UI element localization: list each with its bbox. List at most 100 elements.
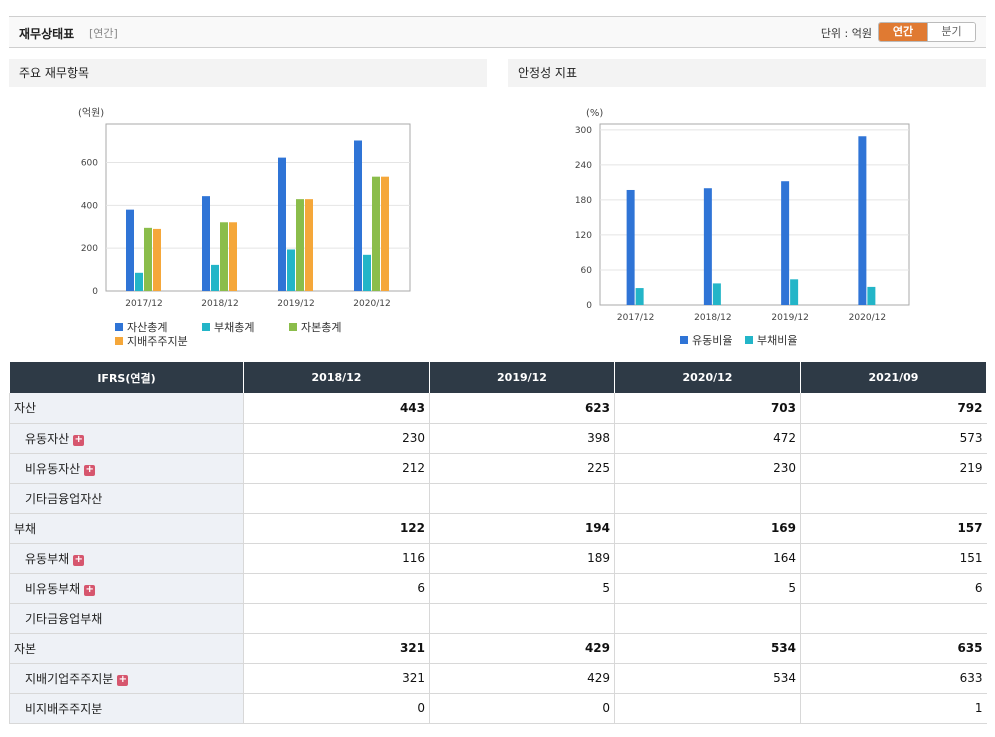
value-cell [614, 603, 801, 634]
unit-label: 단위 : 억원 [820, 27, 872, 40]
x-tick-label: 2019/12 [277, 299, 314, 309]
table-row: 기타금융업부채 [9, 603, 987, 634]
bar [626, 189, 635, 305]
row-label-text: 자본 [14, 641, 37, 656]
value-cell: 472 [614, 423, 801, 454]
column-header: 2019/12 [429, 362, 615, 393]
row-label[interactable]: 비유동자산 + [9, 453, 244, 484]
value-cell: 5 [614, 573, 801, 604]
legend-swatch [289, 323, 297, 331]
stability-legend: 유동비율 부채비율 [680, 332, 980, 348]
stability-panel: 안정성 지표 0 60 120 180 240 300 (%) 2017/12 2018/12 2… [508, 59, 986, 359]
legend-item: 유동비율 [680, 332, 732, 348]
plus-icon[interactable]: + [117, 673, 129, 686]
row-label-text: 자산 [14, 401, 37, 416]
value-cell [243, 603, 430, 634]
legend-label: 자산총계 [127, 321, 168, 334]
value-cell: 212 [243, 453, 430, 484]
plus-icon[interactable]: + [73, 553, 85, 566]
statement-header: 재무상태표 [연간] 단위 : 억원 연간 분기 [9, 16, 986, 48]
value-cell: 0 [429, 693, 615, 724]
table-row: 지배기업주주지분 +321 429 534 633 [9, 663, 987, 694]
y-tick-label: 180 [575, 196, 592, 206]
y-tick-label: 0 [586, 301, 592, 311]
legend-swatch [115, 323, 123, 331]
legend-item: 부채총계 [202, 319, 254, 335]
bar [354, 140, 362, 291]
row-label: 자본 [9, 633, 244, 664]
row-label-text: 부채 [14, 521, 37, 536]
table-row: 유동부채 +116 189 164 151 [9, 543, 987, 574]
legend-swatch [202, 323, 210, 331]
bar [790, 279, 799, 305]
value-cell [243, 483, 430, 514]
row-label[interactable]: 비유동부채 + [9, 573, 244, 604]
value-cell: 635 [800, 633, 987, 664]
bar [305, 199, 313, 291]
row-label[interactable]: 지배기업주주지분 + [9, 663, 244, 694]
value-cell: 122 [243, 513, 430, 544]
legend-swatch [115, 337, 123, 345]
plus-icon[interactable]: + [73, 433, 85, 446]
y-tick-label: 60 [581, 266, 593, 276]
value-cell: 429 [429, 633, 615, 664]
legend-swatch [745, 336, 753, 344]
value-cell: 219 [800, 453, 987, 484]
value-cell: 534 [614, 663, 801, 694]
row-label: 기타금융업부채 [9, 603, 244, 634]
value-cell: 534 [614, 633, 801, 664]
column-header: IFRS(연결) [9, 362, 244, 393]
legend-label: 지배주주지분 [127, 335, 188, 348]
column-header: 2018/12 [243, 362, 430, 393]
value-cell [800, 483, 987, 514]
value-cell: 225 [429, 453, 615, 484]
y-tick-label: 200 [81, 244, 98, 254]
bar [712, 283, 721, 305]
legend-item: 자산총계 [115, 319, 167, 335]
stability-chart: 0 60 120 180 240 300 (%) 2017/12 2018/12 2019/12 2… [575, 108, 910, 323]
y-tick-label: 400 [81, 201, 98, 211]
y-tick-label: 600 [81, 159, 98, 169]
value-cell: 164 [614, 543, 801, 574]
column-header: 2020/12 [614, 362, 801, 393]
y-unit-label: (%) [586, 108, 603, 119]
table-row: 비유동부채 +6 5 5 6 [9, 573, 987, 604]
key-financials-title: 주요 재무항목 [9, 59, 487, 87]
legend-swatch [680, 336, 688, 344]
bar [202, 196, 210, 291]
row-label-text: 지배기업주주지분 [25, 671, 114, 686]
x-tick-label: 2018/12 [694, 313, 731, 323]
plus-icon[interactable]: + [84, 463, 96, 476]
legend-label: 부채비율 [757, 334, 798, 347]
bar [153, 228, 161, 291]
bar [781, 181, 790, 305]
bar [229, 222, 237, 291]
value-cell: 429 [429, 663, 615, 694]
x-tick-label: 2019/12 [771, 313, 808, 323]
row-label[interactable]: 유동부채 + [9, 543, 244, 574]
x-tick-label: 2017/12 [617, 313, 654, 323]
annual-toggle-button[interactable]: 연간 [879, 23, 927, 41]
x-tick-label: 2018/12 [201, 299, 238, 309]
bar [220, 222, 228, 291]
value-cell: 116 [243, 543, 430, 574]
page-title: 재무상태표 [19, 27, 75, 41]
value-cell: 6 [243, 573, 430, 604]
value-cell: 157 [800, 513, 987, 544]
value-cell: 6 [800, 573, 987, 604]
row-label-text: 기타금융업부채 [25, 611, 103, 626]
row-label-text: 비유동자산 [25, 461, 81, 476]
value-cell: 5 [429, 573, 615, 604]
plus-icon[interactable]: + [84, 583, 96, 596]
quarter-toggle-button[interactable]: 분기 [927, 23, 975, 41]
value-cell: 573 [800, 423, 987, 454]
legend-label: 부채총계 [214, 321, 255, 334]
row-label[interactable]: 유동자산 + [9, 423, 244, 454]
value-cell: 623 [429, 393, 615, 424]
bar [381, 176, 389, 291]
column-header: 2021/09 [800, 362, 987, 393]
key-financials-legend: 자산총계 부채총계 자본총계 지배주주지분 [115, 319, 475, 349]
table-row: 비지배주주지분 0 0 1 [9, 693, 987, 724]
value-cell: 792 [800, 393, 987, 424]
period-toggle: 연간 분기 [878, 22, 976, 42]
